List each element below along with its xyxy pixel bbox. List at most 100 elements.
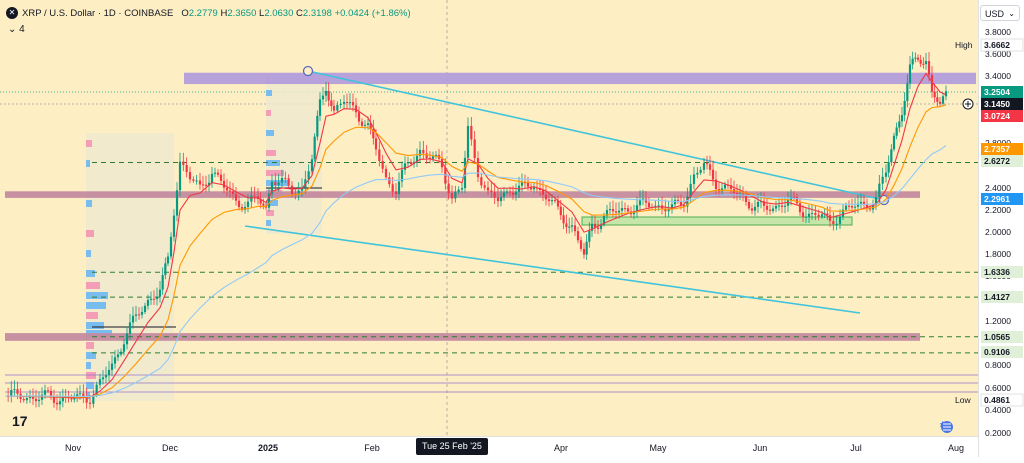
candle xyxy=(520,182,524,186)
candle xyxy=(756,201,760,207)
price-label: 3.0724 xyxy=(984,111,1010,121)
candle xyxy=(890,149,893,163)
candle xyxy=(457,189,460,192)
y-tick-label: 0.8000 xyxy=(985,360,1011,370)
candle xyxy=(137,314,141,316)
price-label: 0.4861 xyxy=(984,395,1010,405)
candle xyxy=(611,209,615,212)
add-alert-icon xyxy=(965,101,971,107)
candle xyxy=(582,248,586,255)
candle xyxy=(657,205,660,207)
x-tick-label: May xyxy=(649,443,667,453)
price-label: 1.6336 xyxy=(984,267,1010,277)
flag-icon[interactable] xyxy=(936,420,958,434)
candle xyxy=(155,296,159,300)
candle xyxy=(908,64,912,84)
candle xyxy=(887,162,890,173)
candle xyxy=(204,184,208,186)
candle xyxy=(792,196,796,198)
candle xyxy=(158,289,162,297)
candle xyxy=(862,201,866,205)
candle xyxy=(318,99,322,116)
volume-profile-bar xyxy=(86,362,91,369)
symbol-title[interactable]: XRP / U.S. Dollar · 1D · COINBASE xyxy=(22,7,174,19)
candle xyxy=(541,190,545,195)
candle xyxy=(878,183,881,198)
change-value: +0.0424 (+1.86%) xyxy=(334,7,411,19)
y-tick-label: 2.2000 xyxy=(985,205,1011,215)
candle xyxy=(169,236,173,257)
candle xyxy=(37,399,41,402)
volume-profile-bar xyxy=(266,220,271,226)
candle xyxy=(602,215,606,225)
indicators-toggle[interactable]: ⌄ 4 xyxy=(8,24,25,35)
x-tick-label: Feb xyxy=(364,443,380,453)
candle xyxy=(493,192,496,198)
volume-profile-bar xyxy=(86,312,98,319)
volume-profile-bar xyxy=(86,270,95,277)
candle xyxy=(562,215,565,224)
candle xyxy=(832,220,835,225)
candle xyxy=(240,207,244,210)
volume-profile-bar xyxy=(266,160,280,166)
candle xyxy=(874,197,878,205)
candle xyxy=(149,298,153,300)
candle xyxy=(826,213,829,216)
price-label: 3.6662 xyxy=(984,40,1010,50)
price-label-box xyxy=(981,98,1023,110)
candle xyxy=(579,240,583,249)
candle xyxy=(234,193,238,201)
price-label-box xyxy=(980,393,1024,407)
candle xyxy=(768,209,772,211)
time-axis[interactable]: Nov Dec 2025 Feb Apr May Jun Jul Aug xyxy=(0,436,978,458)
candle xyxy=(856,203,860,207)
price-label-box xyxy=(981,110,1023,122)
currency-button[interactable]: USD ⌄ xyxy=(980,5,1020,21)
candle xyxy=(131,315,135,323)
candle xyxy=(277,182,280,186)
candle xyxy=(140,311,144,315)
tradingview-logo-icon[interactable]: 17 xyxy=(12,413,28,429)
chevron-down-icon[interactable]: ⌄ xyxy=(8,24,17,35)
candle xyxy=(670,204,674,210)
price-chart[interactable]: High Low xyxy=(0,0,978,436)
candle xyxy=(936,97,939,102)
price-label: 1.4127 xyxy=(984,292,1010,302)
price-axis[interactable]: 0.20000.40000.60000.80001.20001.60001.80… xyxy=(956,0,1024,457)
candle xyxy=(547,199,551,202)
candle xyxy=(798,203,802,213)
candle xyxy=(175,190,179,216)
price-label-tag-text: Low xyxy=(955,395,971,405)
candle xyxy=(686,196,689,207)
candle xyxy=(222,180,226,188)
candle xyxy=(626,208,630,212)
candle xyxy=(676,199,680,202)
candle xyxy=(696,172,699,175)
y-tick-label: 1.8000 xyxy=(985,249,1011,259)
candle xyxy=(753,206,757,211)
candle xyxy=(511,192,515,195)
chart-plot-area[interactable]: High Low xyxy=(0,0,978,436)
time-axis-svg: Nov Dec 2025 Feb Apr May Jun Jul Aug xyxy=(65,443,964,453)
candle xyxy=(16,389,19,394)
candle xyxy=(847,205,851,207)
candle xyxy=(617,210,621,213)
candle xyxy=(207,182,211,186)
candle xyxy=(550,200,554,202)
candle xyxy=(321,95,325,100)
volume-profile-bar xyxy=(86,302,106,309)
candle xyxy=(702,163,706,170)
candle xyxy=(708,164,712,170)
candle xyxy=(765,205,769,210)
candle xyxy=(559,206,562,216)
candle xyxy=(351,102,355,106)
candle xyxy=(259,198,262,204)
candle xyxy=(70,398,73,400)
candle xyxy=(914,57,917,59)
candle xyxy=(101,377,105,380)
candle xyxy=(938,101,942,104)
candle xyxy=(188,172,192,180)
moving-average-mid xyxy=(4,104,947,398)
candle xyxy=(345,101,349,103)
candle xyxy=(635,205,639,212)
